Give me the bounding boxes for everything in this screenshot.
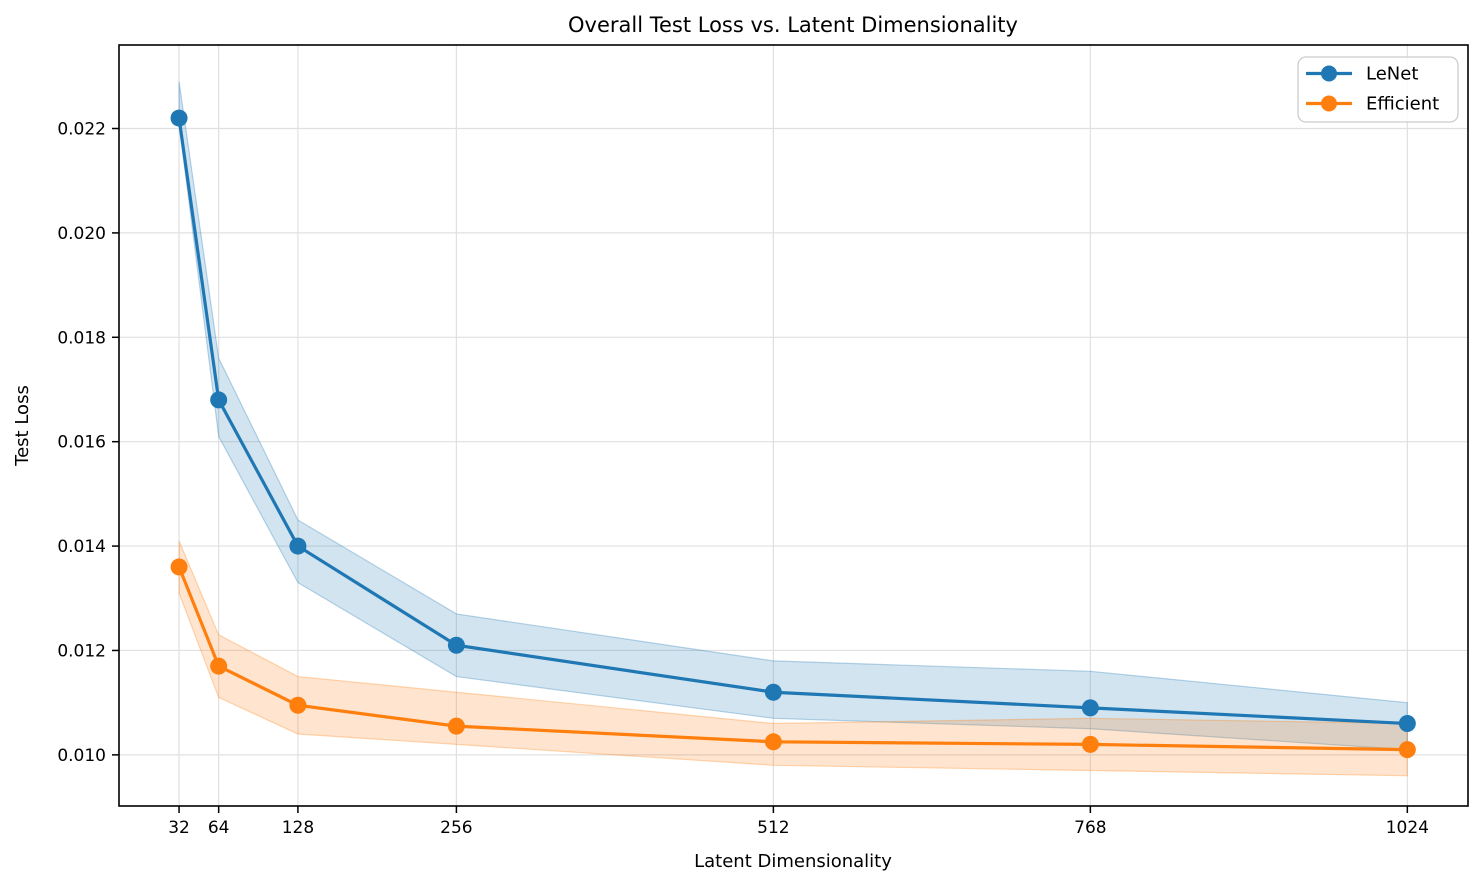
plot-border — [118, 44, 1469, 807]
legend: LeNet Efficient — [1297, 56, 1459, 123]
x-tick-label-256: 256 — [440, 818, 472, 838]
data-point-efficient-32 — [170, 558, 188, 576]
legend-label-lenet: LeNet — [1366, 64, 1418, 85]
legend-label-efficient: Efficient — [1366, 94, 1439, 115]
y-tick-label-0.012: 0.012 — [57, 641, 106, 661]
data-point-efficient-128 — [289, 696, 307, 714]
data-point-efficient-512 — [764, 733, 782, 751]
x-tick-label-1024: 1024 — [1386, 818, 1429, 838]
x-tick-label-512: 512 — [757, 818, 789, 838]
data-point-lenet-1024 — [1398, 715, 1416, 733]
data-point-lenet-64 — [210, 391, 228, 409]
data-point-lenet-128 — [289, 537, 307, 555]
series-lines — [170, 109, 1416, 759]
y-tick-label-0.022: 0.022 — [57, 120, 106, 140]
data-point-lenet-512 — [764, 683, 782, 701]
y-tick-label-0.016: 0.016 — [57, 433, 106, 453]
x-tick-label-32: 32 — [168, 818, 190, 838]
x-tick-label-64: 64 — [208, 818, 230, 838]
y-tick-label-0.014: 0.014 — [57, 537, 106, 557]
confidence-band-efficient — [178, 540, 1408, 777]
x-tick-label-768: 768 — [1074, 818, 1106, 838]
data-point-lenet-256 — [447, 636, 465, 654]
data-point-efficient-1024 — [1398, 741, 1416, 759]
data-point-efficient-256 — [447, 717, 465, 735]
legend-marker-efficient — [1321, 95, 1337, 112]
data-point-efficient-768 — [1081, 735, 1099, 753]
y-tick-label-0.020: 0.020 — [57, 224, 106, 244]
data-point-lenet-32 — [170, 109, 188, 127]
y-tick-label-0.010: 0.010 — [57, 746, 106, 766]
data-point-efficient-64 — [210, 657, 228, 675]
axis-ticks — [112, 127, 1409, 813]
chart-title: Overall Test Loss vs. Latent Dimensional… — [568, 13, 1018, 37]
grid — [119, 45, 1468, 806]
x-tick-label-128: 128 — [282, 818, 314, 838]
y-axis-label: Test Loss — [12, 385, 33, 467]
data-point-lenet-768 — [1081, 699, 1099, 717]
x-axis-label: Latent Dimensionality — [694, 851, 892, 872]
legend-marker-lenet — [1321, 65, 1337, 82]
tick-labels: 32 64 128 256 512 768 1024 0.010 0.012 0.014 0.016… — [57, 120, 1429, 838]
y-tick-label-0.018: 0.018 — [57, 328, 106, 348]
